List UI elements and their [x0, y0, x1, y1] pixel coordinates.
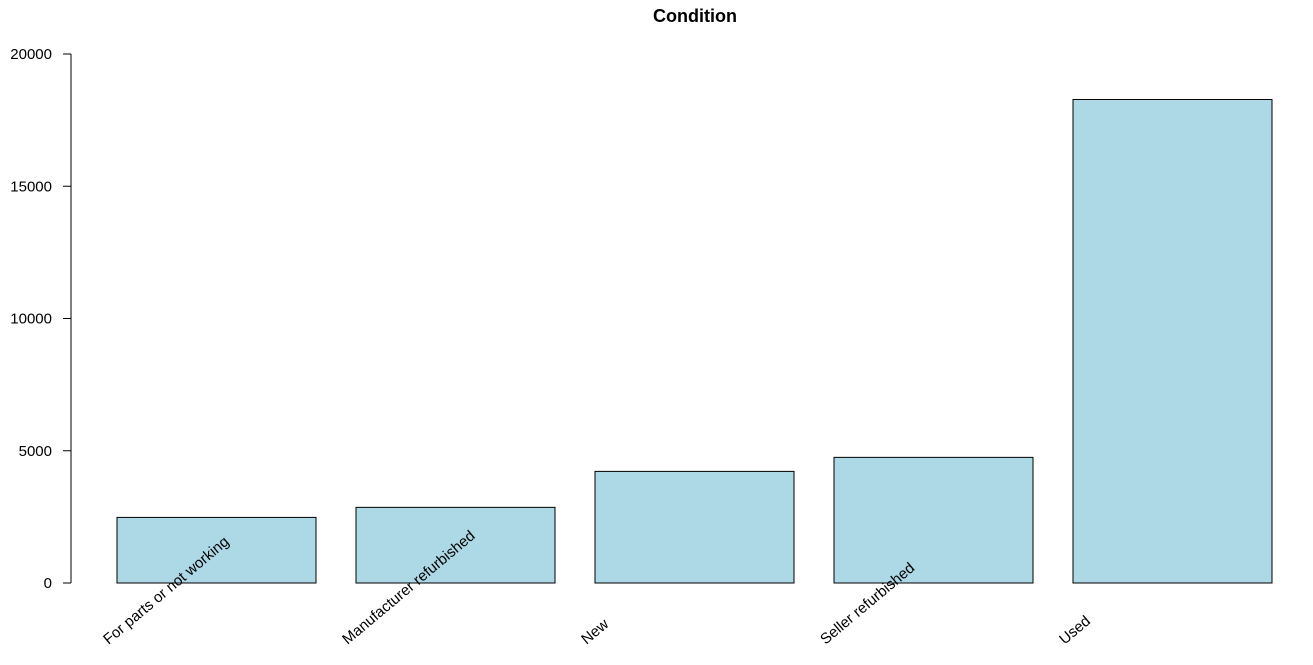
x-category-label: New	[578, 616, 612, 648]
y-tick-label: 20000	[10, 46, 52, 63]
bars-group	[116, 98, 1273, 584]
bar	[355, 506, 556, 584]
y-tick-label: 10000	[10, 311, 52, 328]
bar	[594, 470, 795, 584]
chart-title: Condition	[653, 6, 737, 26]
y-axis-ticks: 0 5000 10000 15000 20000	[10, 46, 71, 592]
x-category-label: Used	[1056, 613, 1094, 649]
y-tick-label: 15000	[10, 178, 52, 195]
bar	[1072, 98, 1273, 584]
bar	[833, 456, 1034, 584]
bar	[116, 516, 317, 584]
y-tick-label: 0	[44, 575, 52, 592]
y-tick-label: 5000	[19, 443, 52, 460]
